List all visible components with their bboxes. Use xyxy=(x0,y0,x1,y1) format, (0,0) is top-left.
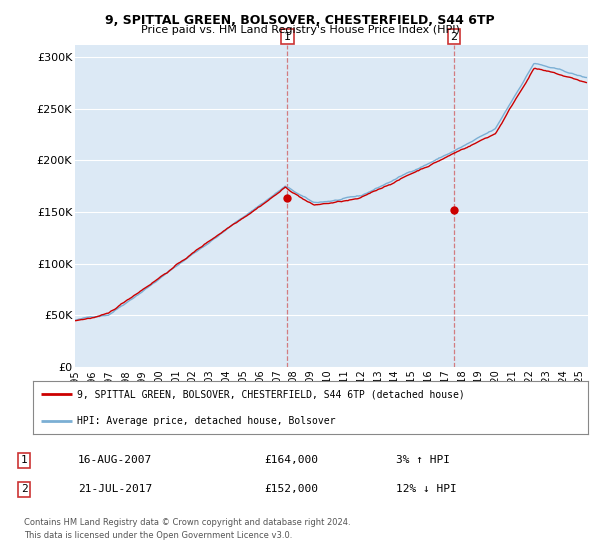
Text: 9, SPITTAL GREEN, BOLSOVER, CHESTERFIELD, S44 6TP: 9, SPITTAL GREEN, BOLSOVER, CHESTERFIELD… xyxy=(105,14,495,27)
Text: Price paid vs. HM Land Registry's House Price Index (HPI): Price paid vs. HM Land Registry's House … xyxy=(140,25,460,35)
Text: Contains HM Land Registry data © Crown copyright and database right 2024.: Contains HM Land Registry data © Crown c… xyxy=(24,518,350,527)
Text: HPI: Average price, detached house, Bolsover: HPI: Average price, detached house, Bols… xyxy=(77,416,336,426)
Text: 2: 2 xyxy=(20,484,28,494)
Text: 3% ↑ HPI: 3% ↑ HPI xyxy=(396,455,450,465)
Text: 9, SPITTAL GREEN, BOLSOVER, CHESTERFIELD, S44 6TP (detached house): 9, SPITTAL GREEN, BOLSOVER, CHESTERFIELD… xyxy=(77,389,465,399)
Text: 16-AUG-2007: 16-AUG-2007 xyxy=(78,455,152,465)
Text: 12% ↓ HPI: 12% ↓ HPI xyxy=(396,484,457,494)
Text: £152,000: £152,000 xyxy=(264,484,318,494)
Text: This data is licensed under the Open Government Licence v3.0.: This data is licensed under the Open Gov… xyxy=(24,531,292,540)
Text: 1: 1 xyxy=(20,455,28,465)
Text: 2: 2 xyxy=(451,31,458,41)
Text: 21-JUL-2017: 21-JUL-2017 xyxy=(78,484,152,494)
Text: £164,000: £164,000 xyxy=(264,455,318,465)
Text: 1: 1 xyxy=(284,31,291,41)
